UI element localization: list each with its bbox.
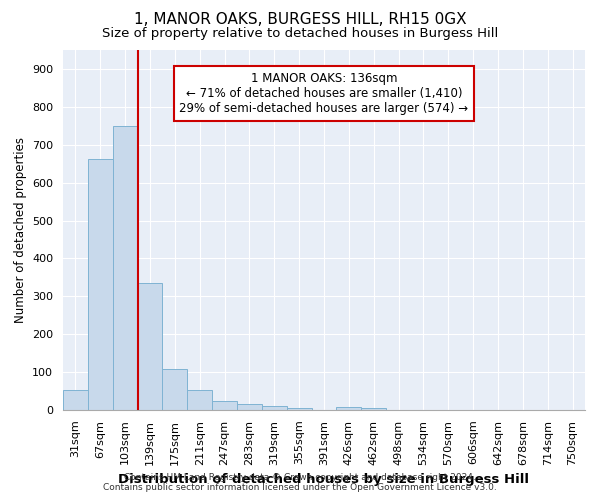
Bar [287, 408, 311, 410]
Bar [137, 283, 163, 410]
Text: Size of property relative to detached houses in Burgess Hill: Size of property relative to detached ho… [102, 28, 498, 40]
Bar [113, 126, 137, 410]
Bar [187, 390, 212, 410]
Y-axis label: Number of detached properties: Number of detached properties [14, 137, 26, 323]
Text: Contains HM Land Registry data © Crown copyright and database right 2024.
Contai: Contains HM Land Registry data © Crown c… [103, 473, 497, 492]
Bar [88, 159, 113, 410]
X-axis label: Distribution of detached houses by size in Burgess Hill: Distribution of detached houses by size … [119, 473, 530, 486]
Text: 1, MANOR OAKS, BURGESS HILL, RH15 0GX: 1, MANOR OAKS, BURGESS HILL, RH15 0GX [134, 12, 466, 28]
Bar [337, 407, 361, 410]
Bar [63, 390, 88, 410]
Bar [163, 369, 187, 410]
Bar [237, 404, 262, 410]
Bar [262, 406, 287, 410]
Text: 1 MANOR OAKS: 136sqm
← 71% of detached houses are smaller (1,410)
29% of semi-de: 1 MANOR OAKS: 136sqm ← 71% of detached h… [179, 72, 469, 114]
Bar [361, 408, 386, 410]
Bar [212, 401, 237, 410]
